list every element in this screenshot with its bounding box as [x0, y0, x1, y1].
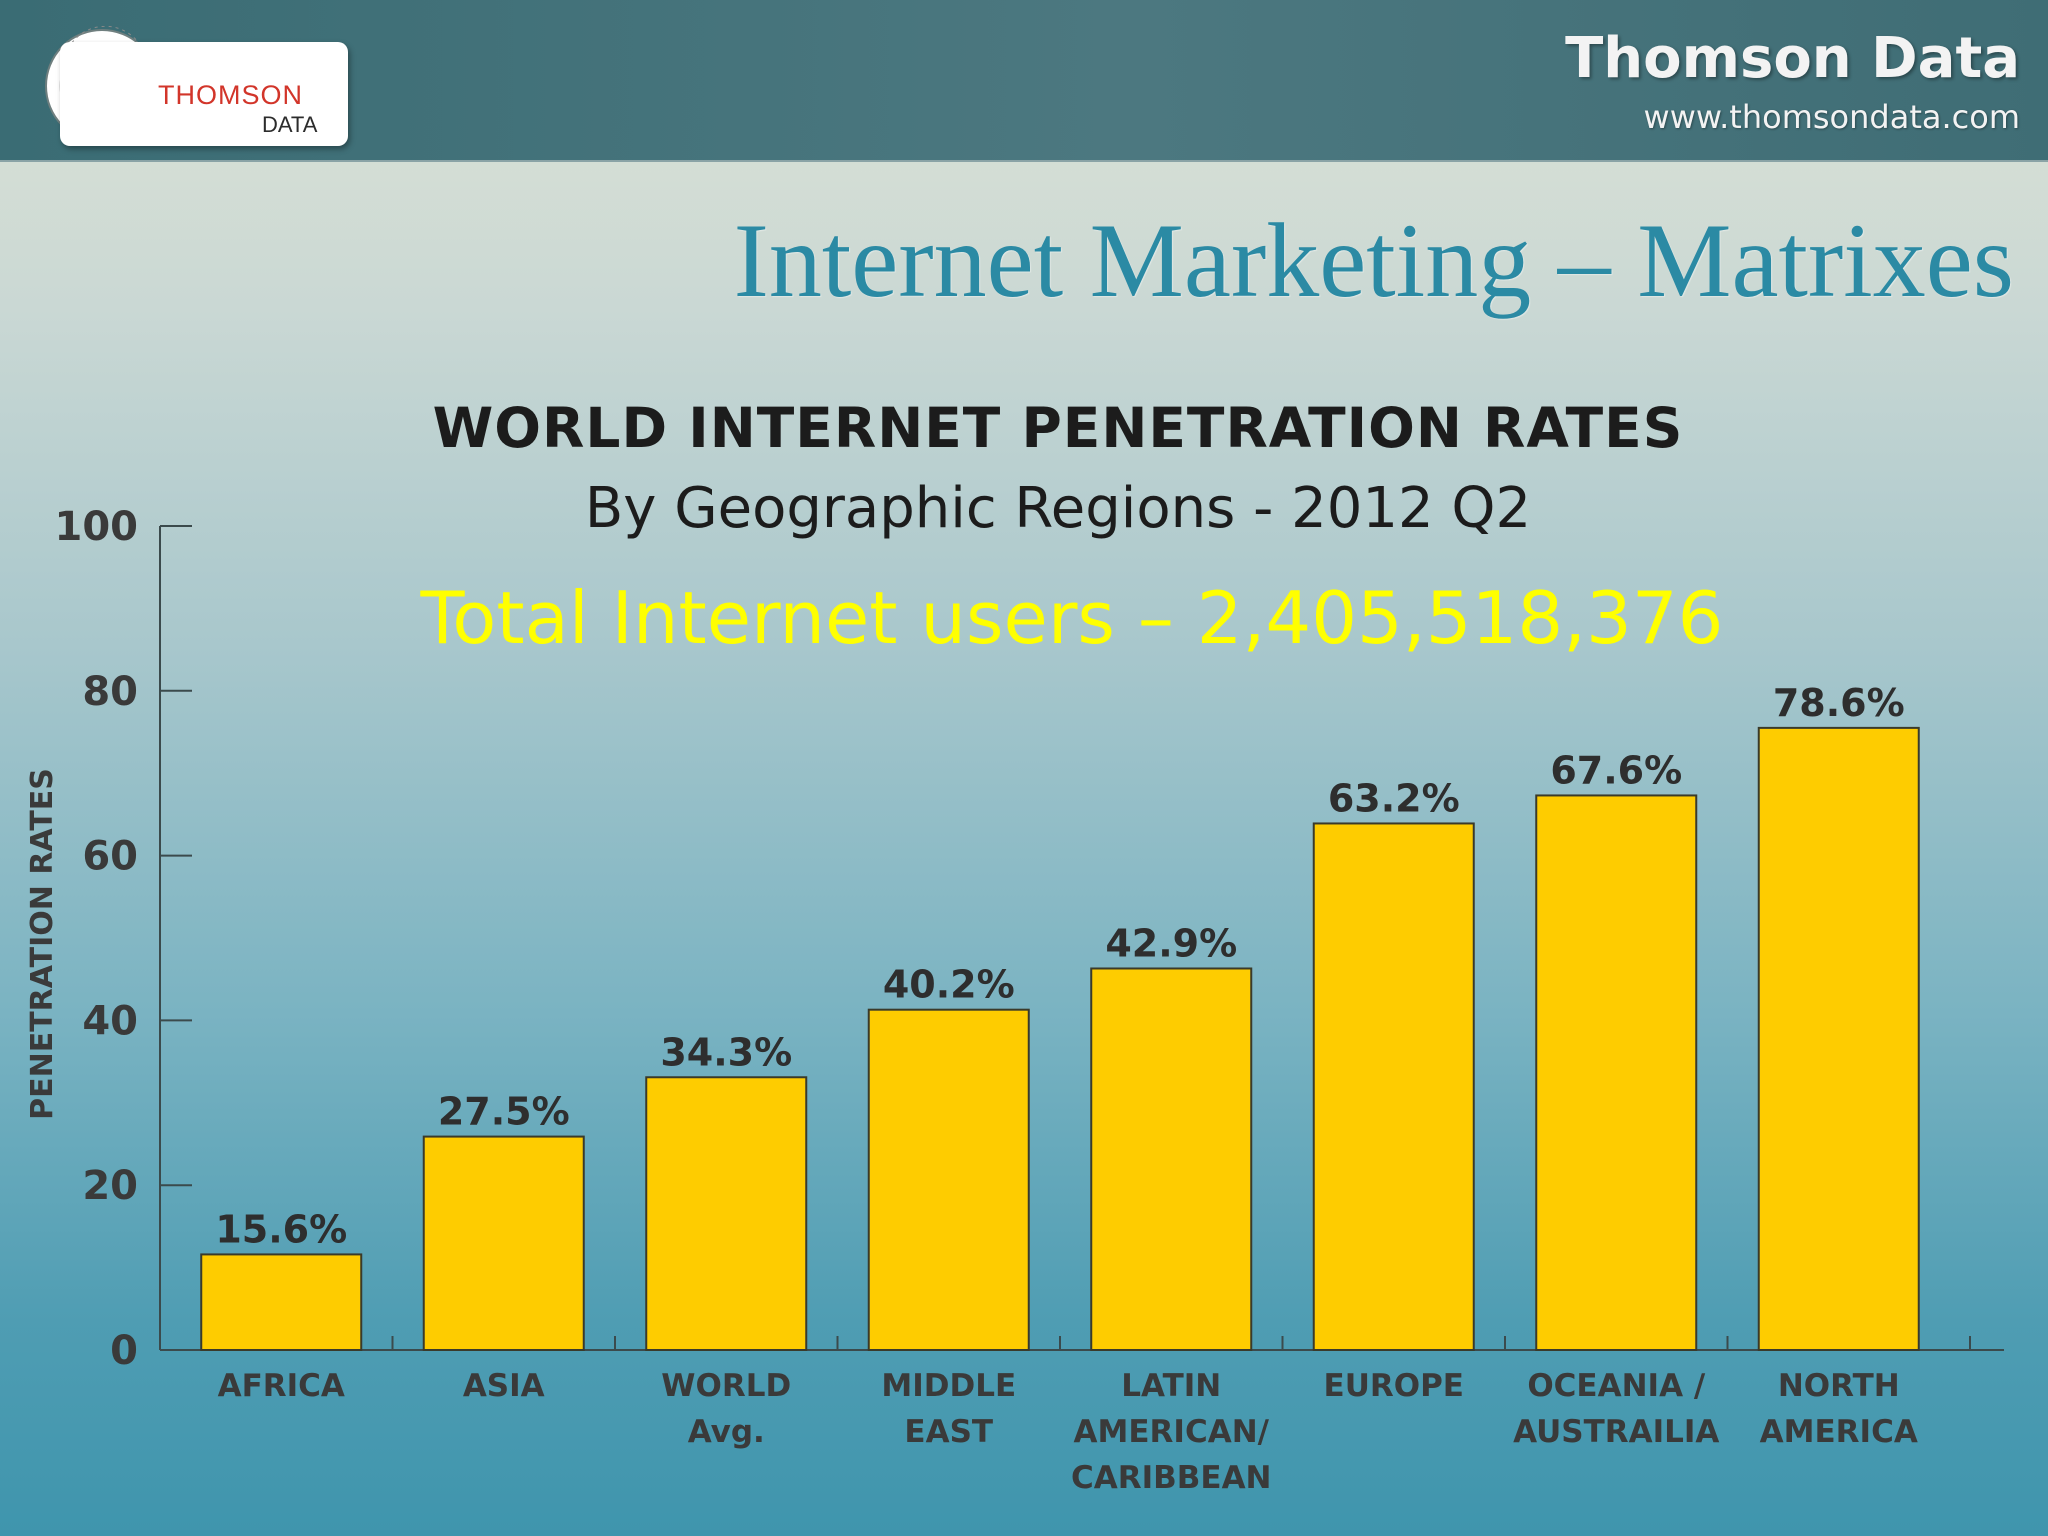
x-tick-label: OCEANIA /: [1527, 1368, 1706, 1404]
y-tick-label: 80: [82, 669, 138, 715]
total-users-caption: Total Internet users – 2,405,518,376: [420, 576, 1724, 660]
data-label: 27.5%: [438, 1090, 570, 1134]
y-tick-label: 60: [82, 834, 138, 880]
chart-bars: [200, 726, 1920, 1352]
bar: [645, 1076, 808, 1351]
bar: [1757, 726, 1920, 1351]
chart-title: WORLD INTERNET PENETRATION RATES: [432, 396, 1684, 460]
brand-name: Thomson Data: [1565, 26, 2020, 91]
x-tick-label: MIDDLE: [881, 1368, 1016, 1404]
logo-card: [60, 42, 348, 146]
x-tick-label: AMERICAN/: [1074, 1414, 1270, 1450]
x-tick-label: AMERICA: [1760, 1414, 1918, 1450]
data-label: 78.6%: [1773, 681, 1905, 725]
x-tick-label: AUSTRAILIA: [1513, 1414, 1719, 1450]
bar: [867, 1008, 1030, 1351]
data-label: 42.9%: [1105, 921, 1237, 965]
bar: [1312, 822, 1475, 1351]
bar: [1090, 967, 1253, 1351]
chart-labels: 0 20 40 60 80 100 PENETRATION RATES 15.6% AFRICA…: [25, 504, 1918, 1496]
brand-url: www.thomsondata.com: [1643, 98, 2020, 136]
logo-wordmark-bottom: DATA: [262, 112, 318, 137]
y-tick-label: 0: [110, 1328, 138, 1374]
y-tick-label: 20: [82, 1163, 138, 1209]
y-tick-label: 40: [82, 998, 138, 1044]
x-tick-label: AFRICA: [218, 1368, 345, 1404]
header-band: THOMSON DATA Thomson Data www.thomsondat…: [0, 0, 2048, 162]
slide-title: Internet Marketing – Matrixes: [733, 202, 2014, 319]
y-axis-title: PENETRATION RATES: [25, 768, 60, 1120]
data-label: 40.2%: [883, 963, 1015, 1007]
x-tick-label: Avg.: [688, 1414, 765, 1450]
bar: [422, 1135, 585, 1351]
y-tick-label: 100: [55, 504, 139, 550]
x-tick-label: ASIA: [463, 1368, 545, 1404]
data-label: 34.3%: [660, 1030, 792, 1074]
x-tick-label: LATIN: [1121, 1368, 1221, 1404]
bar: [1535, 794, 1698, 1351]
logo-wordmark-top: THOMSON: [158, 80, 303, 110]
data-label: 63.2%: [1328, 776, 1460, 820]
x-tick-label: NORTH: [1778, 1368, 1900, 1404]
x-tick-label: EUROPE: [1324, 1368, 1464, 1404]
data-label: 67.6%: [1550, 748, 1682, 792]
x-tick-label: EAST: [904, 1414, 993, 1450]
x-tick-label: CARIBBEAN: [1071, 1460, 1272, 1496]
data-label: 15.6%: [215, 1207, 347, 1251]
x-tick-label: WORLD: [661, 1368, 791, 1404]
chart-subtitle: By Geographic Regions - 2012 Q2: [584, 476, 1532, 541]
bar: [200, 1253, 363, 1352]
